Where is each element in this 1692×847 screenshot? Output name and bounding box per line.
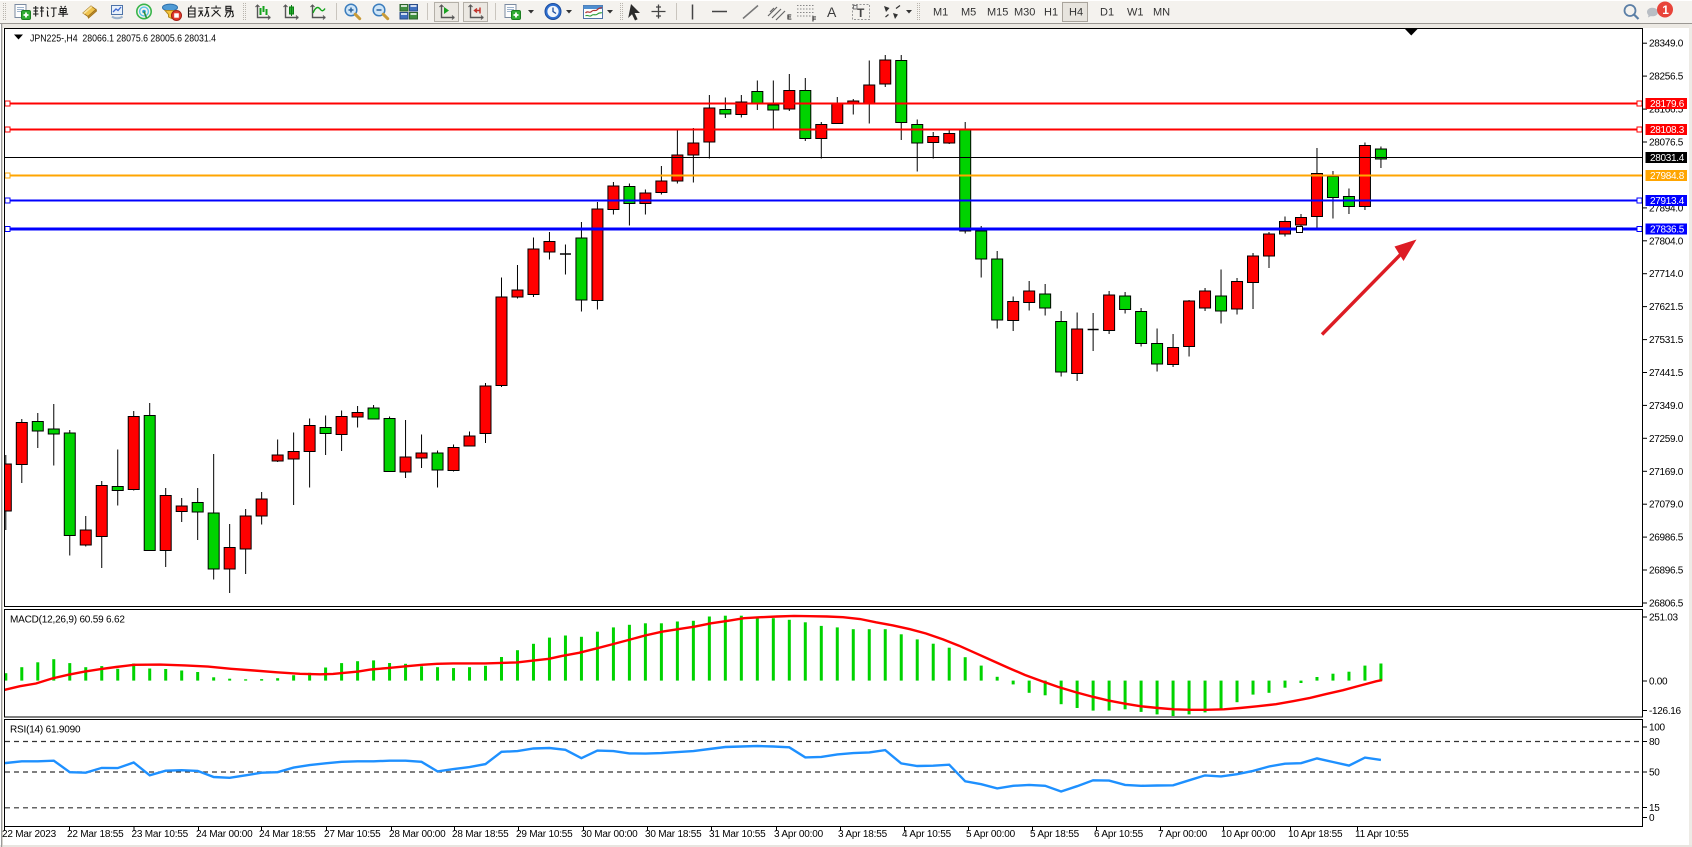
svg-text:4 Apr 10:55: 4 Apr 10:55 <box>902 829 952 840</box>
svg-text:26896.5: 26896.5 <box>1649 566 1684 577</box>
svg-text:28349.0: 28349.0 <box>1649 39 1684 50</box>
svg-text:27913.4: 27913.4 <box>1650 196 1685 207</box>
svg-text:27349.0: 27349.0 <box>1649 401 1684 412</box>
svg-text:27621.5: 27621.5 <box>1649 302 1684 313</box>
svg-text:H1: H1 <box>1044 7 1058 19</box>
svg-text:80: 80 <box>1649 737 1660 748</box>
svg-text:27079.0: 27079.0 <box>1649 500 1684 511</box>
svg-text:28108.3: 28108.3 <box>1650 125 1685 136</box>
svg-text:3 Apr 18:55: 3 Apr 18:55 <box>838 829 888 840</box>
svg-text:28256.5: 28256.5 <box>1649 72 1684 83</box>
svg-text:6 Apr 10:55: 6 Apr 10:55 <box>1094 829 1144 840</box>
svg-text:M15: M15 <box>987 7 1008 19</box>
svg-text:M30: M30 <box>1014 7 1035 19</box>
svg-text:RSI(14) 61.9090: RSI(14) 61.9090 <box>10 725 81 736</box>
svg-text:M5: M5 <box>961 7 976 19</box>
svg-text:0: 0 <box>1649 813 1655 824</box>
svg-text:-126.16: -126.16 <box>1649 706 1682 717</box>
svg-text:11 Apr 10:55: 11 Apr 10:55 <box>1355 829 1409 840</box>
svg-text:24 Mar 00:00: 24 Mar 00:00 <box>196 829 253 840</box>
svg-text:10 Apr 00:00: 10 Apr 00:00 <box>1221 829 1276 840</box>
svg-text:23 Mar 10:55: 23 Mar 10:55 <box>132 829 189 840</box>
svg-text:5 Apr 18:55: 5 Apr 18:55 <box>1030 829 1080 840</box>
svg-text:27894.0: 27894.0 <box>1649 203 1684 214</box>
svg-text:30 Mar 00:00: 30 Mar 00:00 <box>581 829 638 840</box>
svg-text:T: T <box>857 6 865 20</box>
svg-text:27836.5: 27836.5 <box>1650 225 1685 236</box>
svg-text:28076.5: 28076.5 <box>1649 138 1684 149</box>
svg-text:31 Mar 10:55: 31 Mar 10:55 <box>709 829 766 840</box>
svg-text:24 Mar 18:55: 24 Mar 18:55 <box>259 829 316 840</box>
svg-text:30 Mar 18:55: 30 Mar 18:55 <box>645 829 702 840</box>
svg-text:JPN225-,H4 28066.1 28075.6 28: JPN225-,H4 28066.1 28075.6 28005.6 28031… <box>30 33 216 45</box>
svg-text:29 Mar 10:55: 29 Mar 10:55 <box>516 829 573 840</box>
svg-text:D1: D1 <box>1100 7 1114 19</box>
svg-text:251.03: 251.03 <box>1649 613 1679 624</box>
svg-text:1: 1 <box>1662 3 1669 17</box>
svg-text:27804.0: 27804.0 <box>1649 236 1684 247</box>
svg-text:F: F <box>812 17 817 24</box>
svg-text:28166.5: 28166.5 <box>1649 105 1684 116</box>
svg-text:27169.0: 27169.0 <box>1649 467 1684 478</box>
svg-text:5 Apr 00:00: 5 Apr 00:00 <box>966 829 1016 840</box>
svg-text:27984.8: 27984.8 <box>1650 171 1685 182</box>
svg-text:15: 15 <box>1649 803 1660 814</box>
svg-text:MACD(12,26,9) 60.59 6.62: MACD(12,26,9) 60.59 6.62 <box>10 615 125 626</box>
svg-text:E: E <box>787 15 792 22</box>
svg-text:H4: H4 <box>1069 7 1083 19</box>
svg-text:28 Mar 00:00: 28 Mar 00:00 <box>389 829 446 840</box>
svg-text:27 Mar 10:55: 27 Mar 10:55 <box>324 829 381 840</box>
svg-text:26806.5: 26806.5 <box>1649 599 1684 610</box>
svg-text:27531.5: 27531.5 <box>1649 335 1684 346</box>
svg-text:50: 50 <box>1649 768 1660 779</box>
svg-text:3 Apr 00:00: 3 Apr 00:00 <box>774 829 824 840</box>
svg-text:W1: W1 <box>1127 7 1144 19</box>
svg-text:100: 100 <box>1649 723 1666 734</box>
svg-text:A: A <box>827 4 837 20</box>
svg-text:27259.0: 27259.0 <box>1649 434 1684 445</box>
svg-text:M1: M1 <box>933 7 948 19</box>
svg-text:28031.4: 28031.4 <box>1650 153 1685 164</box>
svg-text:22 Mar 18:55: 22 Mar 18:55 <box>67 829 124 840</box>
svg-text:28179.6: 28179.6 <box>1650 99 1685 110</box>
svg-text:22 Mar 2023: 22 Mar 2023 <box>2 829 57 840</box>
svg-text:26986.5: 26986.5 <box>1649 533 1684 544</box>
svg-text:7 Apr 00:00: 7 Apr 00:00 <box>1158 829 1208 840</box>
svg-text:28 Mar 18:55: 28 Mar 18:55 <box>452 829 509 840</box>
svg-text:MN: MN <box>1153 7 1170 19</box>
svg-text:10 Apr 18:55: 10 Apr 18:55 <box>1288 829 1343 840</box>
svg-text:27714.0: 27714.0 <box>1649 269 1684 280</box>
svg-text:0.00: 0.00 <box>1649 677 1668 688</box>
svg-text:27441.5: 27441.5 <box>1649 368 1684 379</box>
